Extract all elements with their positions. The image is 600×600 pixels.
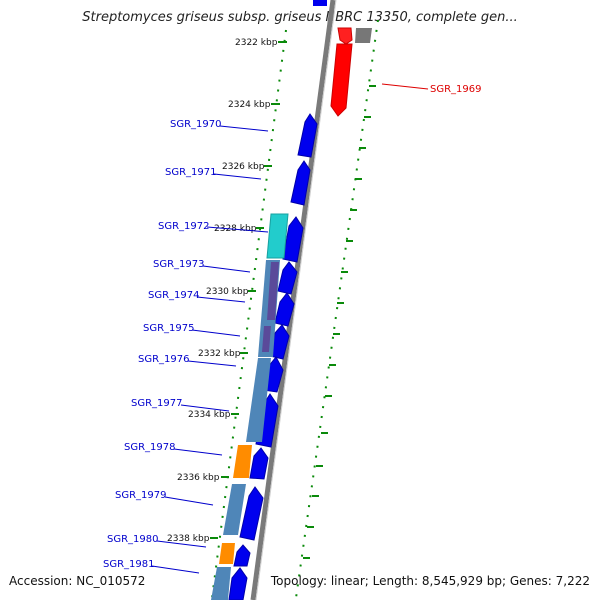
gene-label-sgr1972[interactable]: SGR_1972 xyxy=(158,221,210,232)
leader-sgr1981 xyxy=(151,565,200,574)
reverse-gene-sgr1968[interactable] xyxy=(337,27,353,45)
gene-arrow-sgr1970[interactable] xyxy=(297,113,318,158)
gene-arrow-sgr1974[interactable] xyxy=(274,292,295,327)
block-steel-3[interactable] xyxy=(223,484,246,535)
leader-sgr1972 xyxy=(206,226,269,233)
gene-label-sgr1969[interactable]: SGR_1969 xyxy=(430,84,482,95)
gene-label-sgr1970[interactable]: SGR_1970 xyxy=(170,119,222,130)
right-track-ticks xyxy=(303,85,376,559)
tick-label-2332: 2332 kbp xyxy=(198,349,241,359)
gene-arrow-sgr1971[interactable] xyxy=(290,160,311,206)
gene-label-sgr1979[interactable]: SGR_1979 xyxy=(115,490,167,501)
gene-arrow-sgr1981[interactable] xyxy=(228,567,248,600)
tick-label-2334: 2334 kbp xyxy=(188,410,231,420)
tick-label-2338: 2338 kbp xyxy=(167,534,210,544)
leader-sgr1969 xyxy=(381,83,429,90)
leader-sgr1975 xyxy=(191,329,241,337)
leader-sgr1977 xyxy=(180,404,230,412)
gene-label-sgr1971[interactable]: SGR_1971 xyxy=(165,167,217,178)
tick-label-2326: 2326 kbp xyxy=(222,162,265,172)
leader-sgr1971 xyxy=(213,173,262,180)
gene-label-sgr1980[interactable]: SGR_1980 xyxy=(107,534,159,545)
genome-backbone xyxy=(250,0,336,600)
block-steel-2[interactable] xyxy=(246,358,271,442)
genome-summary: Topology: linear; Length: 8,545,929 bp; … xyxy=(270,574,590,588)
gene-arrow-sgr1979[interactable] xyxy=(239,486,264,541)
block-purple-2[interactable] xyxy=(262,326,271,352)
reverse-gene-grey[interactable] xyxy=(355,28,372,43)
tick-label-2322: 2322 kbp xyxy=(235,38,278,48)
gene-label-sgr1974[interactable]: SGR_1974 xyxy=(148,290,200,301)
leader-sgr1978 xyxy=(173,448,223,456)
gene-label-sgr1981[interactable]: SGR_1981 xyxy=(103,559,155,570)
leader-sgr1970 xyxy=(219,125,269,132)
gene-arrow-sgr1973[interactable] xyxy=(277,261,298,295)
block-orange-1[interactable] xyxy=(233,445,252,478)
forward-genes[interactable] xyxy=(228,113,318,600)
map-title: Streptomyces griseus subsp. griseus NBRC… xyxy=(82,10,518,25)
gene-label-sgr1978[interactable]: SGR_1978 xyxy=(124,442,176,453)
gene-arrow-sgr1978[interactable] xyxy=(249,447,269,480)
tick-label-2324: 2324 kbp xyxy=(228,100,271,110)
leader-sgr1973 xyxy=(202,265,251,273)
gene-label-sgr1976[interactable]: SGR_1976 xyxy=(138,354,190,365)
gene-arrow-sgr1980[interactable] xyxy=(233,544,251,567)
right-track xyxy=(295,19,379,599)
gene-label-sgr1977[interactable]: SGR_1977 xyxy=(131,398,183,409)
leader-sgr1976 xyxy=(187,360,237,367)
block-purple-1[interactable] xyxy=(267,262,279,320)
gene-label-sgr1973[interactable]: SGR_1973 xyxy=(153,259,205,270)
block-orange-2[interactable] xyxy=(219,543,235,564)
leader-sgr1979 xyxy=(164,496,214,506)
accession-text: Accession: NC_010572 xyxy=(9,574,146,588)
gene-arrow-sgr1972[interactable] xyxy=(282,216,304,263)
tick-label-2336: 2336 kbp xyxy=(177,473,220,483)
gene-label-sgr1975[interactable]: SGR_1975 xyxy=(143,323,195,334)
tick-label-2330: 2330 kbp xyxy=(206,287,249,297)
reverse-gene-sgr1969[interactable] xyxy=(330,43,353,117)
block-cyan[interactable] xyxy=(266,213,289,259)
reverse-gene-small[interactable] xyxy=(313,0,327,6)
leader-sgr1974 xyxy=(196,296,246,303)
leader-sgr1980 xyxy=(156,540,207,548)
block-steel-4[interactable] xyxy=(211,567,231,600)
